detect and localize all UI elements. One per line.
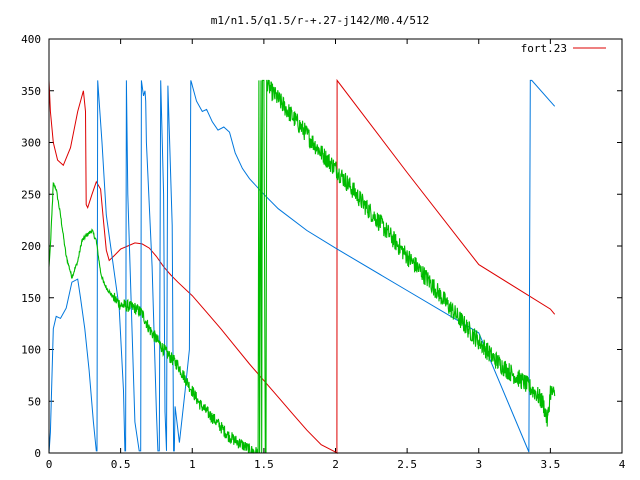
legend: fort.23	[521, 42, 606, 55]
series-line-1	[48, 79, 556, 454]
series-line-0	[48, 78, 556, 454]
y-tick-label: 250	[21, 188, 41, 201]
y-tick-label: 200	[21, 240, 41, 253]
plot-frame	[48, 38, 623, 454]
x-tick-label: 1	[189, 458, 196, 471]
x-tick-label: 3.5	[540, 458, 560, 471]
series-layer	[48, 78, 556, 454]
x-tick-label: 0	[46, 458, 53, 471]
chart-title: m1/n1.5/q1.5/r-+.27-j142/M0.4/512	[211, 14, 430, 27]
axis-ticks: 0 0.5 1 1.5 2 2.5 3 3.5 4 0 50 100 150 200 250 300 350 40…	[21, 33, 626, 471]
x-tick-label: 3	[475, 458, 482, 471]
x-tick-label: 0.5	[111, 458, 131, 471]
y-tick-label: 0	[34, 447, 41, 460]
y-tick-label: 150	[21, 292, 41, 305]
y-tick-label: 100	[21, 344, 41, 357]
legend-label: fort.23	[521, 42, 567, 55]
series-line-2	[48, 79, 556, 454]
y-tick-label: 350	[21, 85, 41, 98]
y-tick-label: 400	[21, 33, 41, 46]
x-tick-label: 2	[332, 458, 339, 471]
x-tick-label: 2.5	[397, 458, 417, 471]
x-tick-label: 1.5	[254, 458, 274, 471]
x-tick-label: 4	[619, 458, 626, 471]
y-tick-label: 300	[21, 137, 41, 150]
y-tick-label: 50	[28, 395, 41, 408]
